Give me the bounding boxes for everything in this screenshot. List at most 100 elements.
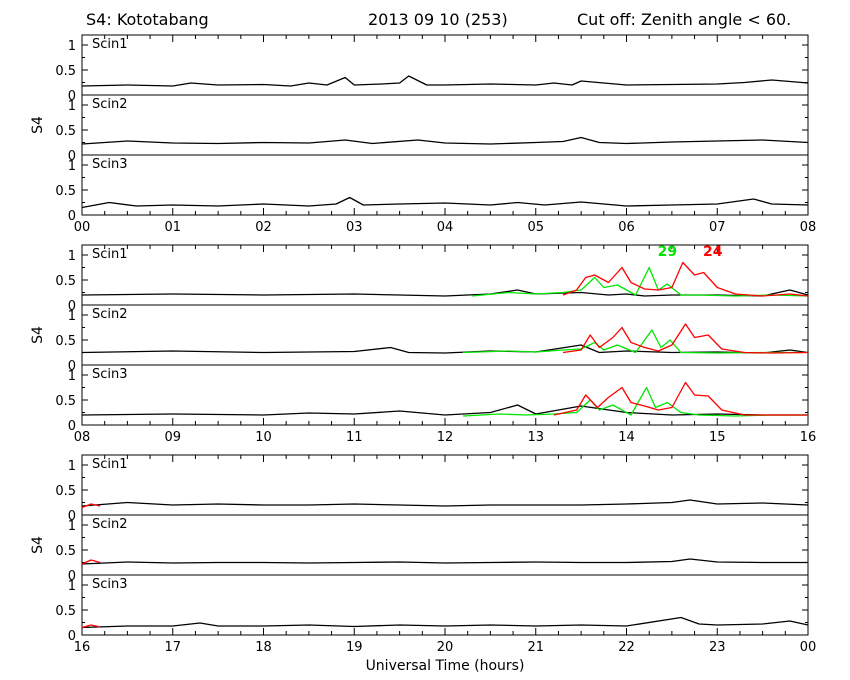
date-title: 2013 09 10 (253)	[368, 10, 508, 29]
station-title: S4: Kototabang	[86, 10, 209, 29]
y-tick-label: 0.5	[55, 544, 76, 559]
panel-label: Scin3	[92, 577, 128, 592]
y-tick-label: 0.5	[55, 394, 76, 409]
x-tick-label: 03	[346, 220, 363, 235]
series-line-red	[81, 559, 101, 565]
series-line-red	[81, 624, 101, 629]
x-tick-label: 01	[164, 220, 181, 235]
panel-scin1: 0 0.5 1 Scin1	[55, 34, 809, 104]
x-tick-label: 09	[164, 430, 181, 445]
panel-scin2: 0 0.5 1 Scin2	[55, 94, 809, 164]
y-tick-label: 1	[68, 39, 76, 54]
panel-label: Scin1	[92, 457, 128, 472]
y-tick-label: 1	[68, 369, 76, 384]
y-tick-label: 1	[68, 579, 76, 594]
x-axis-title: Universal Time (hours)	[366, 658, 525, 674]
x-tick-label: 22	[618, 640, 635, 655]
y-tick-label: 0.5	[55, 184, 76, 199]
x-tick-label: 08	[74, 430, 91, 445]
x-tick-label: 12	[437, 430, 454, 445]
series-line-black	[81, 344, 809, 354]
cutoff-title: Cut off: Zenith angle < 60.	[577, 10, 792, 29]
x-tick-label: 21	[527, 640, 544, 655]
y-tick-label: 0	[68, 509, 76, 524]
series-line-black	[81, 136, 809, 145]
satellite-annotation-24: 24	[703, 244, 723, 260]
y-tick-label: 1	[68, 459, 76, 474]
x-tick-label: 14	[618, 430, 635, 445]
y-tick-label: 0	[68, 569, 76, 584]
y-tick-label: 0	[68, 299, 76, 314]
chart-block-1: 0 0.5 1 Scin1 0 0.5 1 Scin2 0 0.5 1 Scin3 S4 08 09 10 11…	[30, 244, 816, 445]
x-tick-label: 19	[346, 640, 363, 655]
x-tick-label: 13	[527, 430, 544, 445]
y-tick-label: 1	[68, 309, 76, 324]
chart-block-0: 0 0.5 1 Scin1 0 0.5 1 Scin2 0 0.5 1 Scin3 S4 00 01 02 03…	[30, 34, 817, 235]
chart-block-2: 0 0.5 1 Scin1 0 0.5 1 Scin2 0 0.5 1 Scin3 S4 16 17 18 19…	[30, 454, 817, 655]
y-tick-label: 1	[68, 159, 76, 174]
panel-frame	[81, 304, 809, 366]
y-tick-label: 0	[68, 149, 76, 164]
panel-scin3: 0 0.5 1 Scin3	[55, 364, 809, 434]
y-tick-label: 1	[68, 99, 76, 114]
panel-frame	[81, 514, 809, 576]
x-tick-label: 10	[255, 430, 272, 445]
y-axis-label: S4	[30, 116, 46, 134]
panel-label: Scin2	[92, 517, 128, 532]
panel-frame	[81, 94, 809, 156]
y-tick-label: 0.5	[55, 274, 76, 289]
y-tick-label: 0.5	[55, 484, 76, 499]
x-tick-label: 00	[800, 640, 817, 655]
y-tick-label: 0	[68, 209, 76, 224]
x-tick-label: 06	[618, 220, 635, 235]
y-tick-label: 1	[68, 249, 76, 264]
y-tick-label: 0	[68, 629, 76, 644]
x-tick-label: 23	[709, 640, 726, 655]
series-line-red	[81, 503, 101, 509]
panel-label: Scin3	[92, 367, 128, 382]
panel-scin3: 0 0.5 1 Scin3	[55, 574, 809, 644]
y-tick-label: 0.5	[55, 64, 76, 79]
x-tick-label: 20	[437, 640, 454, 655]
panel-scin3: 0 0.5 1 Scin3	[55, 154, 809, 224]
y-axis-label: S4	[30, 326, 46, 344]
series-line-green	[472, 266, 809, 297]
panel-scin1: 0 0.5 1 Scin1	[55, 244, 809, 314]
panel-frame	[81, 34, 809, 96]
series-line-red	[553, 381, 808, 416]
x-tick-label: 17	[164, 640, 181, 655]
x-tick-label: 02	[255, 220, 272, 235]
panel-label: Scin2	[92, 97, 128, 112]
panel-scin1: 0 0.5 1 Scin1	[55, 454, 809, 524]
satellite-annotation-29: 29	[658, 244, 677, 260]
x-tick-label: 16	[800, 430, 817, 445]
y-tick-label: 0.5	[55, 604, 76, 619]
y-tick-label: 0	[68, 359, 76, 374]
y-tick-label: 0.5	[55, 334, 76, 349]
x-tick-label: 08	[800, 220, 817, 235]
series-line-red	[562, 323, 809, 354]
series-line-black	[81, 196, 809, 209]
series-line-black	[81, 75, 809, 87]
panel-label: Scin3	[92, 157, 128, 172]
series-line-red	[562, 261, 809, 297]
series-line-black	[81, 558, 808, 565]
panel-scin2: 0 0.5 1 Scin2	[55, 304, 809, 374]
y-tick-label: 0	[68, 89, 76, 104]
panel-label: Scin2	[92, 307, 128, 322]
x-tick-label: 05	[527, 220, 544, 235]
x-tick-label: 00	[74, 220, 91, 235]
x-tick-label: 16	[74, 640, 91, 655]
y-tick-label: 1	[68, 519, 76, 534]
x-tick-label: 15	[709, 430, 726, 445]
series-line-black	[81, 499, 809, 507]
x-tick-label: 04	[437, 220, 454, 235]
x-tick-label: 11	[346, 430, 363, 445]
series-line-green	[463, 329, 808, 354]
panel-label: Scin1	[92, 37, 128, 52]
series-line-green	[463, 386, 808, 417]
y-tick-label: 0	[68, 419, 76, 434]
series-line-black	[81, 616, 809, 629]
series-line-black	[81, 404, 808, 416]
